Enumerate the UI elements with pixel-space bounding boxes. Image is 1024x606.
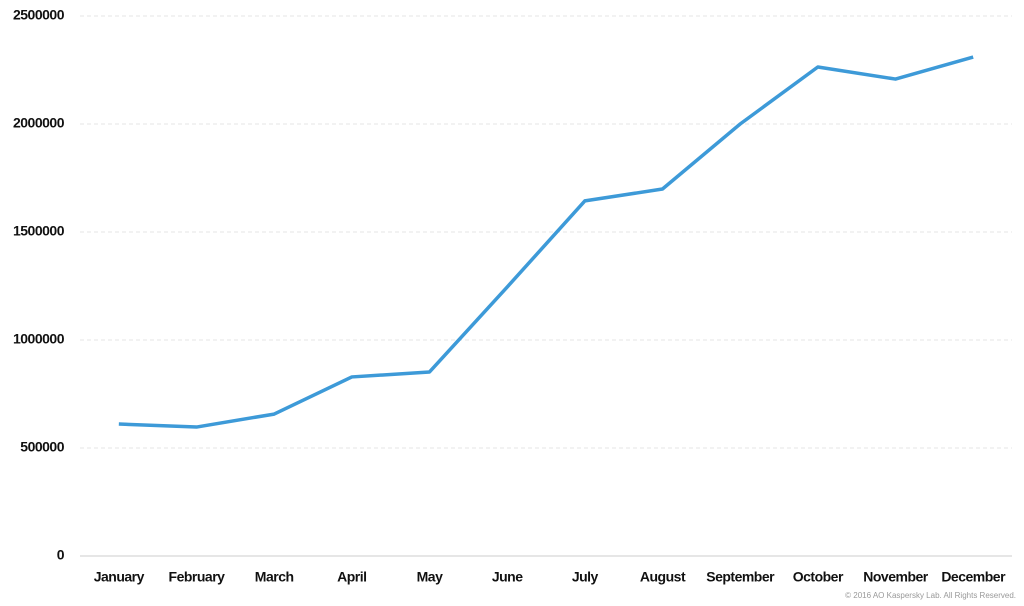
x-tick-label: August [640, 569, 686, 585]
y-tick-label: 1500000 [13, 223, 65, 239]
y-tick-label: 500000 [20, 439, 64, 455]
x-tick-label: July [572, 569, 599, 585]
y-tick-label: 2500000 [13, 7, 65, 23]
x-tick-label: December [941, 569, 1006, 585]
x-tick-label: September [706, 569, 775, 585]
x-tick-label: March [255, 569, 294, 585]
x-tick-label: January [94, 569, 145, 585]
x-tick-label: October [793, 569, 844, 585]
x-tick-label: April [337, 569, 366, 585]
y-tick-label: 2000000 [13, 115, 65, 131]
x-tick-label: May [417, 569, 443, 585]
x-tick-label: November [863, 569, 929, 585]
line [118, 55, 974, 429]
footnote: © 2016 AO Kaspersky Lab. All Rights Rese… [845, 591, 1016, 600]
y-tick-label: 1000000 [13, 331, 65, 347]
x-tick-label: February [169, 569, 226, 585]
y-tick-label: 0 [57, 547, 65, 563]
x-tick-label: June [492, 569, 523, 585]
